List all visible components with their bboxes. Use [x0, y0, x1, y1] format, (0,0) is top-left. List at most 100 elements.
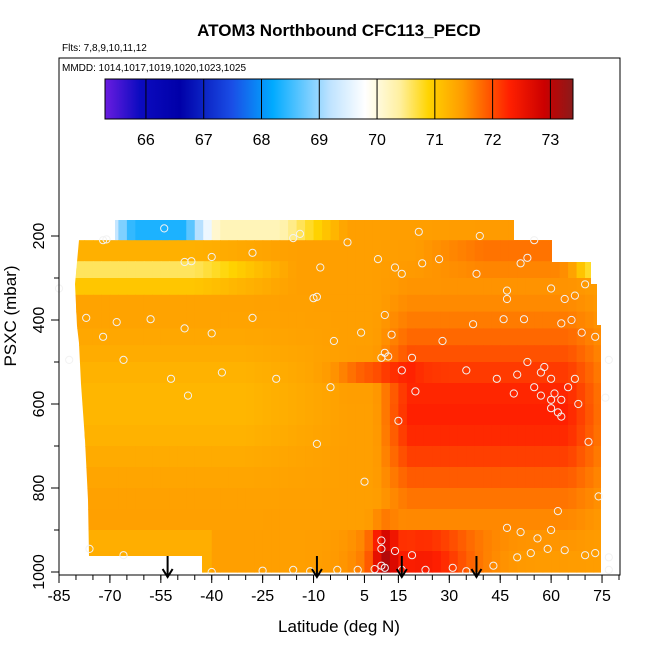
field-cell — [245, 425, 255, 447]
x-tick-label: -10 — [302, 588, 325, 605]
field-cell — [542, 328, 552, 346]
field-cell — [160, 425, 170, 447]
field-cell — [517, 278, 527, 296]
field-cell — [593, 278, 601, 296]
field-cell — [109, 261, 119, 279]
field-cell — [500, 404, 510, 426]
field-cell — [500, 345, 510, 363]
field-cell — [372, 261, 383, 279]
observation-point — [489, 561, 498, 570]
field-cell — [177, 311, 187, 329]
field-cell — [220, 345, 230, 363]
field-cell — [593, 467, 601, 489]
observation-point — [309, 294, 318, 303]
field-cell — [228, 383, 238, 405]
field-cell — [59, 446, 68, 468]
field-cell — [551, 551, 561, 573]
observation-point — [333, 565, 342, 575]
field-cell — [372, 551, 383, 573]
field-cell — [169, 446, 179, 468]
field-cell — [313, 509, 323, 531]
field-cell — [135, 509, 145, 531]
field-cell — [160, 261, 170, 279]
field-cell — [593, 240, 601, 262]
field-cell — [211, 425, 221, 447]
field-cell — [474, 220, 484, 241]
field-cell — [118, 240, 128, 262]
field-cell — [296, 509, 306, 531]
field-cell — [423, 311, 433, 329]
field-cell — [322, 345, 332, 363]
field-cell — [101, 530, 111, 552]
field-cell — [254, 240, 264, 262]
field-cell — [194, 446, 204, 468]
field-cell — [398, 294, 408, 313]
field-cell — [330, 294, 340, 313]
field-cell — [406, 446, 416, 468]
field-cell — [279, 362, 289, 384]
field-cell — [381, 328, 391, 346]
field-cell — [406, 278, 416, 296]
field-cell — [211, 446, 221, 468]
field-cell — [534, 278, 544, 296]
field-cell — [109, 278, 119, 296]
observation-point — [581, 551, 590, 560]
observation-point — [462, 366, 471, 375]
field-cell — [305, 220, 315, 241]
field-cell — [296, 551, 306, 573]
field-cell — [551, 220, 561, 241]
field-cell — [160, 220, 170, 241]
field-cell — [237, 261, 247, 279]
field-cell — [568, 362, 578, 384]
field-cell — [194, 311, 204, 329]
field-cell — [160, 345, 170, 363]
field-cell — [364, 345, 374, 363]
field-cell — [118, 509, 128, 531]
field-cell — [177, 261, 187, 279]
field-cell — [534, 383, 544, 405]
field-cell — [135, 345, 145, 363]
observation-point — [326, 383, 335, 392]
field-cell — [313, 383, 323, 405]
field-cell — [203, 328, 213, 346]
field-cell — [169, 328, 179, 346]
field-cell — [330, 261, 340, 279]
field-cell — [611, 488, 620, 510]
field-cell — [611, 467, 620, 489]
field-cell — [500, 467, 510, 489]
field-cell — [602, 362, 611, 384]
observation-point — [604, 355, 613, 364]
field-cell — [126, 311, 136, 329]
field-cell — [305, 446, 315, 468]
field-cell — [254, 446, 264, 468]
field-cell — [101, 278, 111, 296]
field-cell — [389, 509, 399, 531]
field-cell — [135, 328, 145, 346]
field-cell — [551, 404, 561, 426]
observation-point — [394, 416, 403, 425]
field-cell — [602, 509, 611, 531]
observation-point — [547, 284, 556, 293]
field-cell — [169, 261, 179, 279]
field-cell — [508, 404, 518, 426]
field-cell — [611, 278, 620, 295]
x-tick-label: -25 — [251, 588, 274, 605]
field-cell — [525, 294, 535, 313]
field-cell — [313, 488, 323, 510]
field-cell — [457, 446, 467, 468]
field-cell — [415, 278, 425, 296]
field-cell — [254, 551, 264, 573]
field-cell — [398, 509, 408, 531]
observation-point — [547, 525, 556, 535]
field-cell — [551, 446, 561, 468]
field-cell — [483, 261, 493, 279]
observation-point — [329, 336, 338, 346]
field-cell — [500, 488, 510, 510]
field-cell — [75, 261, 86, 279]
field-cell — [126, 383, 136, 405]
observation-point — [509, 389, 518, 398]
field-cell — [585, 261, 595, 279]
field-cell — [559, 551, 569, 573]
field-cell — [279, 240, 289, 262]
field-cell — [160, 240, 170, 262]
